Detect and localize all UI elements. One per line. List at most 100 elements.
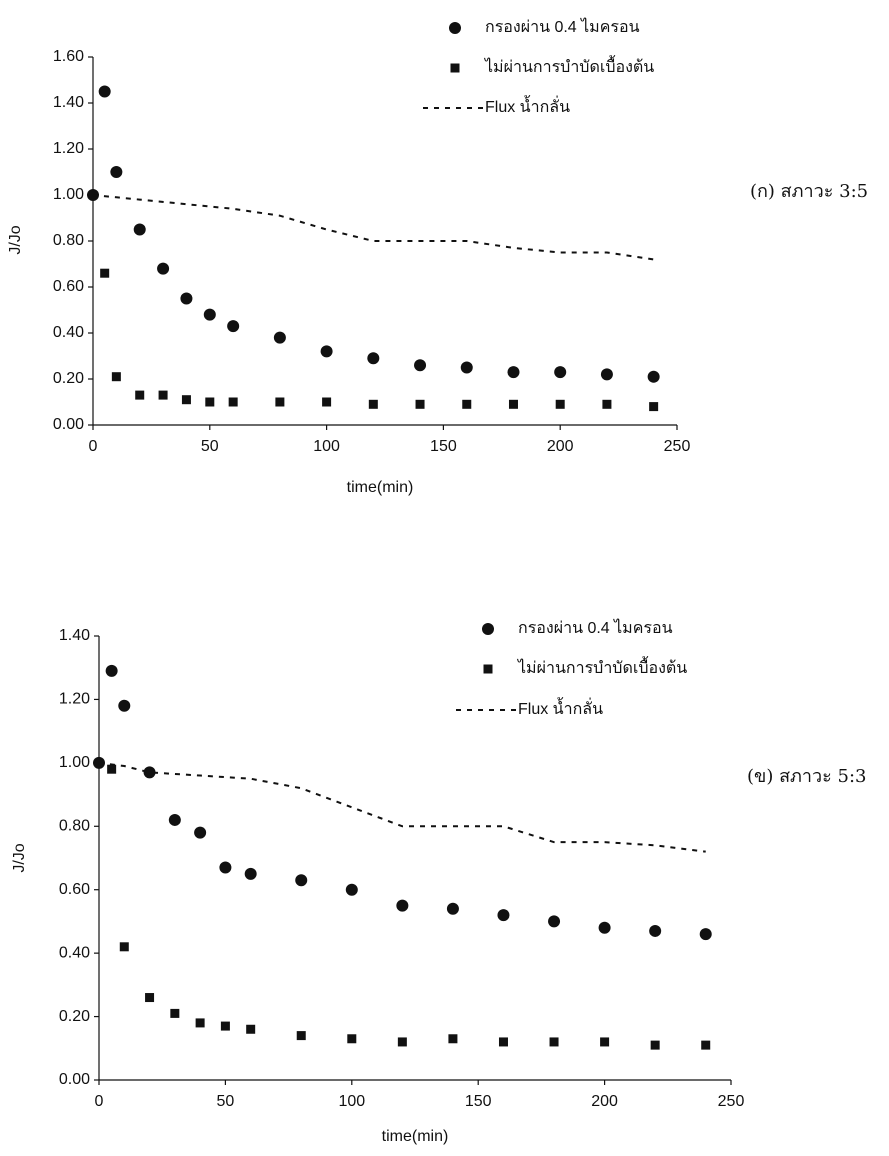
data-point (100, 268, 110, 278)
legend-swatch (482, 623, 494, 635)
data-point (347, 1034, 357, 1044)
data-point (244, 867, 257, 880)
annotation: (ข) สภาวะ 5:3 (747, 766, 867, 787)
data-point (228, 397, 238, 407)
y-tick-label: 0.80 (53, 232, 84, 249)
data-point (602, 399, 612, 409)
x-tick-label: 50 (201, 438, 219, 455)
y-tick-label: 1.20 (53, 140, 84, 157)
data-point (275, 397, 285, 407)
data-point (555, 399, 565, 409)
y-tick-label: 0.40 (59, 944, 90, 961)
y-tick-label: 1.00 (53, 186, 84, 203)
data-point (246, 1024, 256, 1034)
data-point (111, 372, 121, 382)
x-tick-label: 250 (664, 438, 691, 455)
data-point (446, 902, 459, 915)
legend-label: กรองผ่าน 0.4 ไมครอน (518, 618, 673, 637)
x-tick-label: 100 (313, 438, 340, 455)
y-tick-label: 1.40 (53, 94, 84, 111)
legend-label: ไม่ผ่านการบำบัดเบื้องต้น (516, 656, 687, 677)
data-point (158, 390, 168, 400)
data-point (322, 397, 332, 407)
legend-label: Flux น้ำกลั่น (485, 95, 570, 116)
data-point (414, 359, 427, 372)
data-point (180, 292, 193, 305)
y-axis-label: J/Jo (11, 843, 28, 872)
data-point (598, 921, 611, 934)
data-point (98, 85, 111, 98)
y-tick-label: 1.00 (59, 754, 90, 771)
y-axis-label: J/Jo (7, 225, 24, 254)
data-point (219, 861, 232, 874)
x-tick-label: 250 (718, 1093, 745, 1110)
data-point (649, 402, 659, 412)
legend-label: Flux น้ำกลั่น (518, 697, 603, 718)
data-point (194, 826, 207, 839)
x-tick-label: 150 (430, 438, 457, 455)
data-point (135, 390, 145, 400)
legend-swatch (450, 63, 460, 73)
data-point (647, 370, 660, 383)
data-point (168, 813, 181, 826)
data-point (105, 664, 118, 677)
data-point (649, 924, 662, 937)
data-point (295, 874, 308, 887)
data-point (195, 1018, 205, 1028)
x-axis-label: time(min) (382, 1128, 449, 1145)
data-point (227, 320, 240, 333)
data-point (497, 909, 510, 922)
data-point (145, 993, 155, 1003)
x-tick-label: 50 (217, 1093, 235, 1110)
data-point (396, 899, 409, 912)
data-point (157, 262, 170, 275)
data-point (203, 308, 216, 321)
x-tick-label: 0 (89, 438, 98, 455)
data-point (397, 1037, 407, 1047)
data-point (415, 399, 425, 409)
data-point (296, 1031, 306, 1041)
data-point (498, 1037, 508, 1047)
data-point (205, 397, 215, 407)
data-point (508, 399, 518, 409)
y-tick-label: 0.20 (53, 370, 84, 387)
flux-line (98, 761, 706, 853)
data-point (110, 166, 123, 178)
data-point (170, 1008, 180, 1018)
annotation: (ก) สภาวะ 3:5 (750, 181, 868, 202)
y-tick-label: 0.80 (59, 818, 90, 835)
data-point (273, 331, 286, 344)
x-axis-label: time(min) (347, 479, 414, 496)
data-point (600, 1037, 610, 1047)
legend-swatch (449, 22, 461, 34)
y-tick-label: 0.40 (53, 324, 84, 341)
x-tick-label: 200 (547, 438, 574, 455)
data-point (507, 366, 520, 379)
y-tick-label: 1.40 (59, 627, 90, 644)
data-point (549, 1037, 559, 1047)
data-point (220, 1021, 230, 1031)
data-point (600, 368, 613, 381)
data-point (368, 399, 378, 409)
data-point (462, 399, 472, 409)
data-point (701, 1040, 711, 1050)
y-tick-label: 1.60 (53, 48, 84, 65)
y-tick-label: 0.20 (59, 1008, 90, 1025)
x-tick-label: 100 (338, 1093, 365, 1110)
x-tick-label: 200 (591, 1093, 618, 1110)
y-tick-label: 0.60 (59, 881, 90, 898)
data-point (181, 395, 191, 405)
legend-swatch (483, 664, 493, 674)
legend-label: ไม่ผ่านการบำบัดเบื้องต้น (483, 55, 654, 76)
data-point (345, 883, 358, 896)
data-point (107, 764, 117, 774)
data-point (699, 928, 712, 941)
data-point (554, 366, 567, 379)
data-point (118, 699, 131, 712)
legend-label: กรองผ่าน 0.4 ไมครอน (485, 17, 640, 36)
y-tick-label: 0.00 (53, 416, 84, 433)
data-point (367, 352, 380, 365)
data-point (460, 361, 473, 374)
x-tick-label: 150 (465, 1093, 492, 1110)
